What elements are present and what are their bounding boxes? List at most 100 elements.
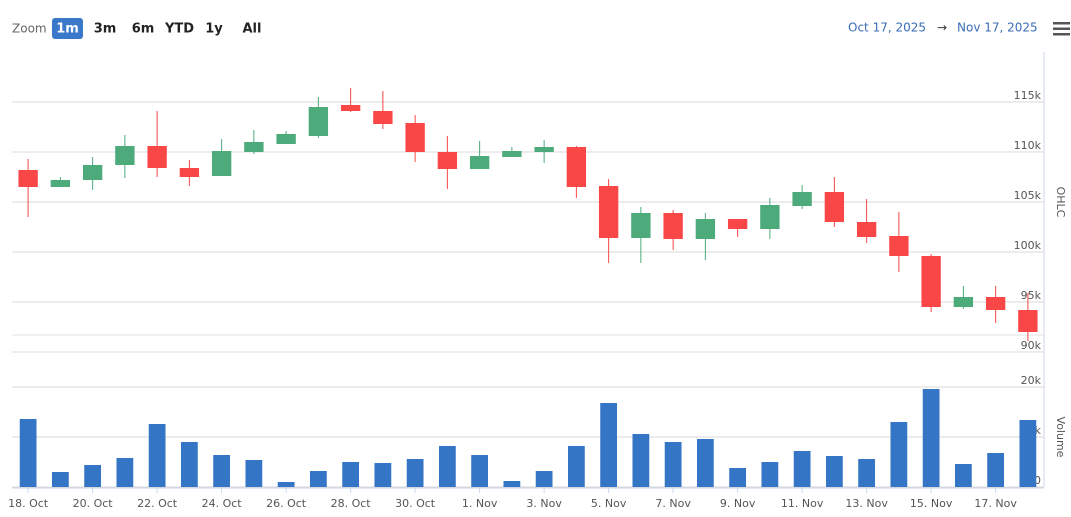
candle-body bbox=[179, 168, 200, 177]
volume-bar bbox=[825, 456, 843, 487]
x-tick-label: 30. Oct bbox=[395, 497, 436, 510]
candle-body bbox=[308, 107, 329, 136]
candle-body bbox=[211, 151, 232, 176]
zoom-button[interactable]: YTD bbox=[164, 22, 194, 37]
candle-body bbox=[727, 219, 748, 229]
volume-bar bbox=[84, 465, 102, 487]
candle-body bbox=[1018, 310, 1038, 332]
volume-bar bbox=[729, 468, 747, 487]
volume-bar bbox=[116, 458, 134, 487]
volume-bar bbox=[19, 419, 37, 487]
candle-body bbox=[663, 213, 683, 239]
candle-body bbox=[566, 147, 587, 187]
candle-body bbox=[502, 151, 522, 157]
candle-body bbox=[534, 147, 554, 152]
candle-body bbox=[469, 156, 490, 169]
range-to[interactable]: Nov 17, 2025 bbox=[957, 21, 1038, 35]
zoom-button[interactable]: All bbox=[243, 22, 262, 37]
zoom-button[interactable]: 3m bbox=[94, 22, 117, 37]
x-tick-label: 7. Nov bbox=[655, 497, 691, 510]
volume-bar bbox=[761, 462, 779, 487]
candle-body bbox=[985, 297, 1006, 310]
volume-bar bbox=[213, 455, 231, 487]
y-tick-label: 110k bbox=[1014, 139, 1042, 152]
x-tick-label: 11. Nov bbox=[781, 497, 824, 510]
candle-body bbox=[340, 105, 361, 111]
zoom-button[interactable]: 6m bbox=[132, 22, 155, 37]
volume-bar bbox=[309, 471, 327, 487]
y-tick-label: 105k bbox=[1014, 189, 1042, 202]
candle-body bbox=[856, 222, 877, 237]
x-tick-label: 13. Nov bbox=[845, 497, 888, 510]
volume-bar bbox=[535, 471, 553, 487]
x-tick-label: 18. Oct bbox=[8, 497, 49, 510]
volume-bar bbox=[922, 389, 940, 487]
candle-body bbox=[792, 192, 812, 206]
volume-bar bbox=[148, 424, 166, 487]
volume-bar bbox=[180, 442, 198, 487]
candle-body bbox=[437, 152, 458, 169]
zoom-button[interactable]: 1m bbox=[56, 22, 79, 37]
volume-bar bbox=[277, 482, 295, 487]
candle-body bbox=[889, 236, 909, 256]
candle-body bbox=[115, 146, 135, 165]
x-tick-label: 3. Nov bbox=[526, 497, 562, 510]
candle-body bbox=[50, 180, 71, 187]
candle-body bbox=[405, 123, 425, 152]
volume-bar bbox=[954, 464, 972, 487]
range-separator: → bbox=[937, 21, 947, 35]
x-tick-label: 26. Oct bbox=[266, 497, 307, 510]
zoom-button-bg[interactable] bbox=[52, 18, 83, 39]
volume-bar bbox=[503, 481, 521, 487]
x-tick-label: 1. Nov bbox=[462, 497, 498, 510]
candle-body bbox=[760, 205, 780, 229]
y-tick-label: 20k bbox=[1021, 374, 1042, 387]
candle-body bbox=[82, 165, 103, 180]
candle-body bbox=[953, 297, 974, 307]
volume-bar bbox=[438, 446, 456, 487]
menu-icon[interactable] bbox=[1053, 22, 1070, 36]
volume-bar bbox=[51, 472, 69, 487]
x-tick-label: 22. Oct bbox=[137, 497, 178, 510]
y-axis-title: OHLC bbox=[1054, 187, 1067, 218]
volume-bar bbox=[858, 459, 876, 487]
x-tick-label: 5. Nov bbox=[591, 497, 627, 510]
candle-body bbox=[147, 146, 167, 168]
volume-bar bbox=[567, 446, 585, 487]
y-tick-label: 90k bbox=[1021, 339, 1042, 352]
y-tick-label: 0 bbox=[1034, 474, 1041, 487]
volume-bar bbox=[374, 463, 392, 487]
candle-body bbox=[824, 192, 845, 222]
candle-body bbox=[598, 186, 619, 238]
x-tick-label: 20. Oct bbox=[73, 497, 114, 510]
x-tick-label: 9. Nov bbox=[720, 497, 756, 510]
volume-axis-title: Volume bbox=[1054, 417, 1067, 458]
candle-body bbox=[921, 256, 941, 307]
x-tick-label: 24. Oct bbox=[202, 497, 243, 510]
zoom-label: Zoom bbox=[12, 22, 47, 36]
candle-body bbox=[695, 219, 716, 239]
volume-bar bbox=[406, 459, 424, 487]
volume-bar bbox=[245, 460, 263, 487]
volume-bar bbox=[632, 434, 650, 487]
zoom-button[interactable]: 1y bbox=[205, 22, 223, 37]
x-tick-label: 28. Oct bbox=[331, 497, 372, 510]
candle-body bbox=[276, 134, 296, 144]
volume-bar bbox=[664, 442, 682, 487]
range-from[interactable]: Oct 17, 2025 bbox=[848, 21, 926, 35]
volume-bar bbox=[600, 403, 618, 487]
volume-bar bbox=[987, 453, 1005, 487]
candle-body bbox=[18, 170, 38, 187]
y-tick-label: 100k bbox=[1014, 239, 1042, 252]
volume-bar bbox=[342, 462, 360, 487]
x-tick-label: 15. Nov bbox=[910, 497, 953, 510]
volume-bar bbox=[793, 451, 811, 487]
y-tick-label: 115k bbox=[1014, 89, 1042, 102]
candle-body bbox=[244, 142, 264, 152]
volume-bar bbox=[471, 455, 489, 487]
candle-body bbox=[631, 213, 651, 238]
volume-bar bbox=[890, 422, 908, 487]
y-tick-label: 95k bbox=[1021, 289, 1042, 302]
